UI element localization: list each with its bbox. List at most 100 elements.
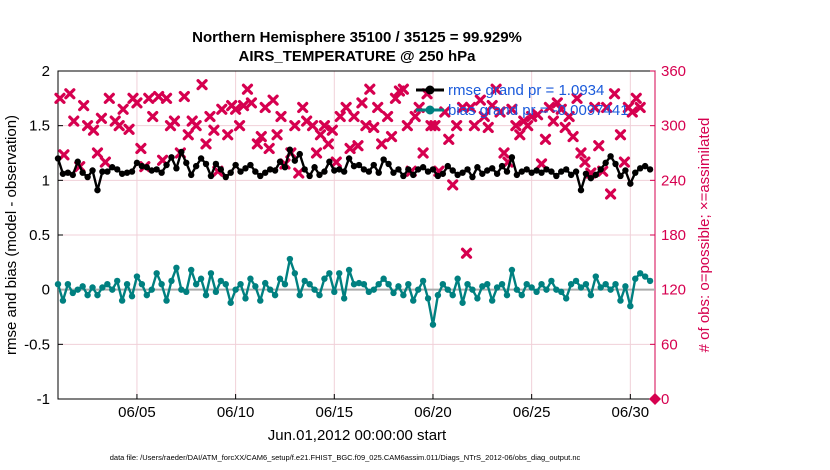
bias-series bbox=[54, 255, 654, 328]
right-y-tick-label: 120 bbox=[661, 282, 686, 299]
bias-point bbox=[202, 291, 210, 299]
bias-point bbox=[479, 283, 486, 290]
rmse-point bbox=[513, 171, 521, 179]
obs-assimilated-marker bbox=[230, 103, 242, 115]
bias-point bbox=[370, 286, 377, 293]
rmse-point bbox=[326, 158, 333, 165]
obs-assimilated-marker bbox=[389, 92, 402, 104]
obs-assimilated-marker bbox=[340, 101, 352, 114]
rmse-point bbox=[567, 171, 575, 179]
rmse-point bbox=[163, 161, 170, 169]
obs-assimilated-marker bbox=[58, 149, 70, 161]
rmse-point bbox=[84, 173, 91, 181]
obs-assimilated-marker bbox=[289, 120, 301, 132]
rmse-point bbox=[572, 168, 580, 175]
bias-point bbox=[558, 288, 565, 296]
rmse-point bbox=[138, 162, 146, 170]
obs-assimilated-marker bbox=[401, 120, 413, 132]
bias-point bbox=[143, 291, 151, 299]
bias-point bbox=[212, 288, 220, 296]
rmse-point bbox=[59, 170, 67, 177]
obs-assimilated-marker bbox=[196, 79, 208, 91]
rmse-point bbox=[306, 172, 313, 180]
rmse-point bbox=[69, 171, 77, 179]
x-axis: 06/05 06/10 06/15 06/20 06/25 06/30 bbox=[118, 394, 649, 421]
obs-assimilated-marker bbox=[178, 90, 190, 103]
bias-point bbox=[508, 266, 516, 274]
obs-assimilated-marker bbox=[443, 133, 455, 145]
chart-title-line1: Northern Hemisphere 35100 / 35125 = 99.9… bbox=[192, 29, 522, 46]
rmse-point bbox=[375, 169, 382, 176]
rmse-point bbox=[192, 162, 200, 170]
bias-point bbox=[454, 275, 461, 282]
rmse-point bbox=[197, 155, 205, 162]
rmse-point bbox=[498, 162, 506, 170]
obs-assimilated-marker bbox=[267, 94, 279, 106]
rmse-point bbox=[553, 172, 560, 180]
obs-assimilated-marker bbox=[589, 101, 601, 114]
rmse-point bbox=[173, 165, 180, 172]
bias-point bbox=[178, 286, 185, 293]
rmse-point bbox=[340, 168, 348, 175]
bias-point bbox=[64, 281, 72, 288]
rmse-point bbox=[538, 169, 545, 176]
rmse-point bbox=[79, 169, 86, 176]
bias-point bbox=[360, 281, 368, 288]
right-y-tick-label: 360 bbox=[661, 63, 686, 80]
obs-assimilated-marker bbox=[326, 124, 338, 136]
obs-assimilated-marker bbox=[54, 92, 66, 104]
bias-point bbox=[474, 295, 481, 302]
obs-assimilated-marker bbox=[322, 138, 334, 150]
bias-point bbox=[365, 288, 373, 296]
bias-point bbox=[449, 291, 456, 299]
bias-point bbox=[301, 277, 308, 285]
rmse-point bbox=[252, 168, 259, 175]
bias-point bbox=[380, 275, 387, 282]
obs-assimilated-marker bbox=[297, 101, 309, 114]
rmse-point bbox=[434, 172, 442, 180]
bias-point bbox=[114, 277, 121, 285]
bias-point bbox=[602, 281, 609, 288]
bias-point bbox=[99, 284, 106, 291]
bias-point bbox=[385, 281, 392, 288]
rmse-point bbox=[188, 171, 195, 179]
bias-point bbox=[597, 284, 604, 291]
bias-point bbox=[222, 281, 229, 288]
bias-point bbox=[286, 255, 294, 263]
bias-point bbox=[498, 281, 506, 288]
obs-assimilated-marker bbox=[593, 140, 605, 152]
obs-assimilated-marker bbox=[255, 131, 267, 143]
rmse-point bbox=[636, 165, 644, 172]
bias-point bbox=[612, 281, 619, 288]
obs-assimilated-marker bbox=[314, 129, 327, 141]
rmse-point bbox=[271, 167, 279, 174]
obs-assimilated-marker bbox=[385, 131, 398, 143]
obs-assimilated-series bbox=[54, 79, 661, 405]
rmse-point bbox=[582, 170, 590, 177]
rmse-point bbox=[562, 166, 570, 173]
left-y-tick-label: 0 bbox=[42, 282, 50, 299]
bias-point bbox=[257, 297, 264, 304]
obs-assimilated-marker bbox=[271, 129, 283, 141]
rmse-point bbox=[484, 167, 491, 174]
rmse-point bbox=[114, 166, 121, 173]
rmse-point bbox=[454, 171, 461, 179]
obs-assimilated-marker bbox=[208, 124, 220, 136]
obs-assimilated-marker bbox=[567, 131, 579, 143]
rmse-point bbox=[395, 166, 402, 173]
rmse-point bbox=[336, 166, 343, 173]
obs-assimilated-marker bbox=[547, 115, 559, 127]
obs-assimilated-marker bbox=[64, 88, 76, 100]
obs-assimilated-marker bbox=[306, 120, 319, 132]
rmse-point bbox=[464, 166, 471, 173]
obs-assimilated-marker bbox=[531, 109, 544, 121]
obs-assimilated-marker bbox=[494, 106, 506, 118]
bias-point bbox=[528, 284, 535, 291]
rmse-point bbox=[503, 168, 511, 175]
left-y-axis: -1 -0.5 0 0.5 1 1.5 2 bbox=[24, 63, 63, 408]
bias-point bbox=[104, 281, 111, 288]
obs-assimilated-marker bbox=[604, 188, 617, 200]
rmse-point bbox=[133, 159, 141, 167]
obs-assimilated-marker bbox=[251, 138, 263, 150]
rmse-point bbox=[109, 164, 116, 171]
